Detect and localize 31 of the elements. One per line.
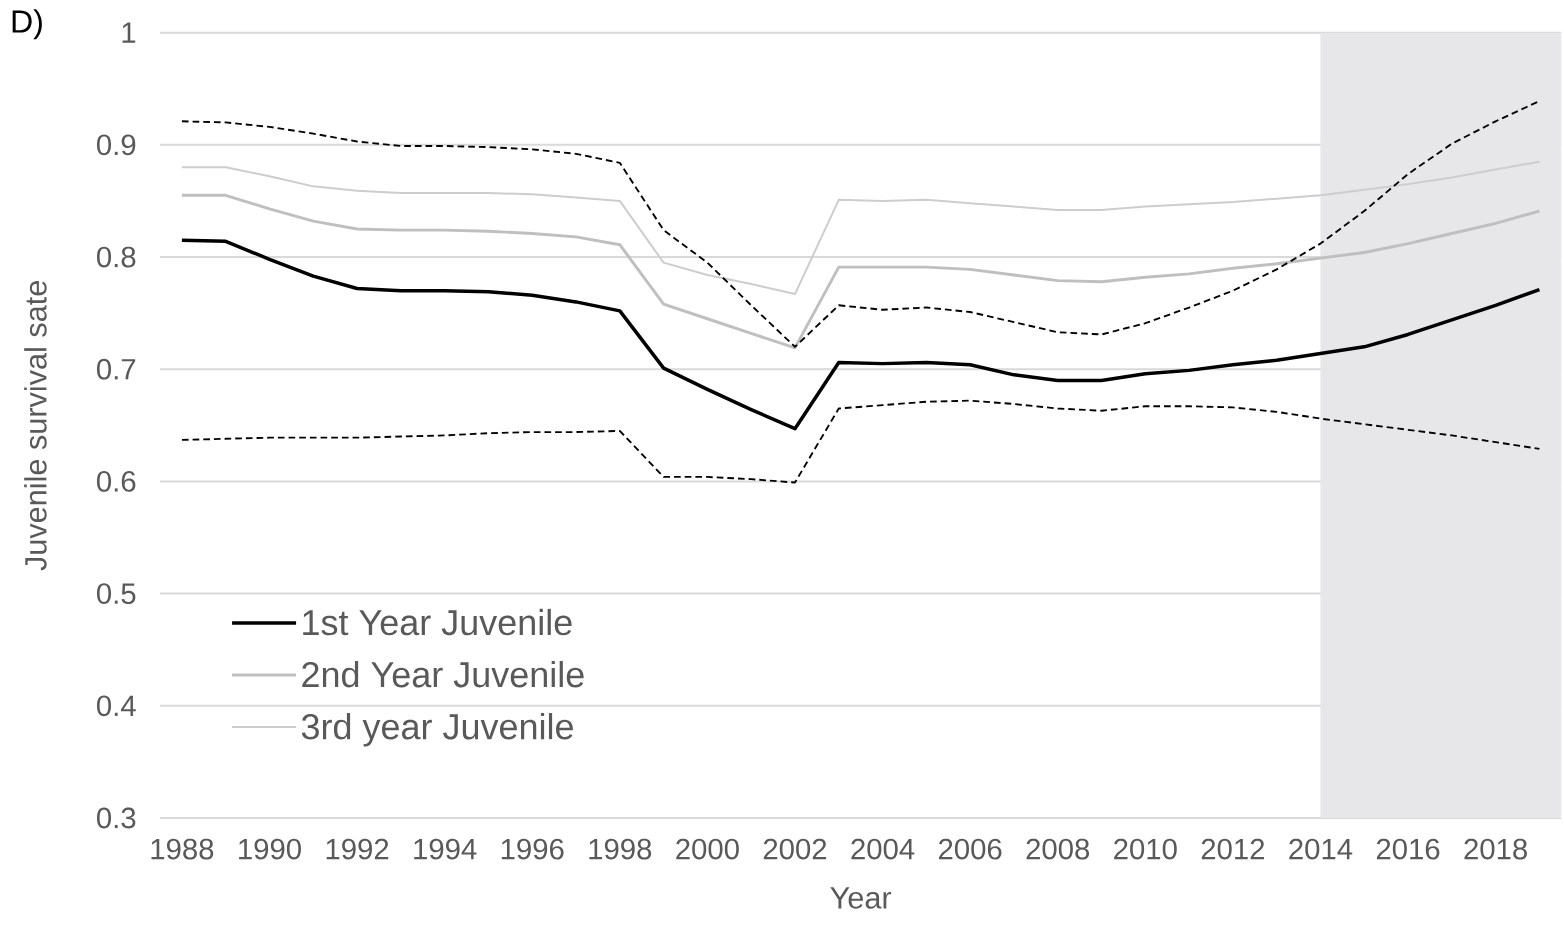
x-tick-label: 2014 (1289, 838, 1353, 860)
y-axis-title: Juvenile survival sate (24, 281, 47, 571)
legend-label: 3rd year Juvenile (301, 713, 573, 747)
x-tick-label: 1998 (589, 838, 652, 860)
line-series (180, 238, 1542, 431)
y-tick-label: 0.9 (97, 134, 136, 156)
x-tick-label: 2002 (763, 838, 827, 860)
x-tick-label: 1996 (501, 838, 564, 860)
legend-label: 2nd Year Juvenile (302, 660, 584, 688)
x-axis-title: Year (830, 887, 892, 909)
x-tick-label: 2006 (938, 838, 1002, 860)
y-tick-label: 0.3 (97, 807, 136, 829)
x-tick-label: 2008 (1026, 838, 1090, 860)
y-tick-label: 0.5 (97, 583, 136, 604)
x-tick-label: 2000 (676, 838, 739, 860)
y-tick-label: 0.7 (97, 358, 136, 380)
x-tick-label: 1994 (414, 838, 477, 860)
x-tick-label: 2010 (1114, 838, 1177, 860)
x-tick-label: 1992 (326, 838, 389, 860)
x-tick-label: 1988 (151, 838, 214, 860)
y-tick-label: 0.6 (97, 471, 136, 492)
text: D) (12, 9, 42, 40)
legend-label: 1st Year Juvenile (303, 608, 572, 636)
x-tick-label: 1990 (239, 838, 301, 860)
y-tick-label: 0.8 (97, 246, 136, 268)
y-tick-label: 1 (122, 22, 136, 43)
x-tick-label: 2018 (1464, 838, 1527, 860)
y-tick-label: 0.4 (97, 695, 136, 717)
x-tick-label: 2004 (851, 838, 915, 860)
x-tick-label: 2016 (1376, 838, 1440, 860)
x-tick-label: 2012 (1201, 838, 1265, 860)
